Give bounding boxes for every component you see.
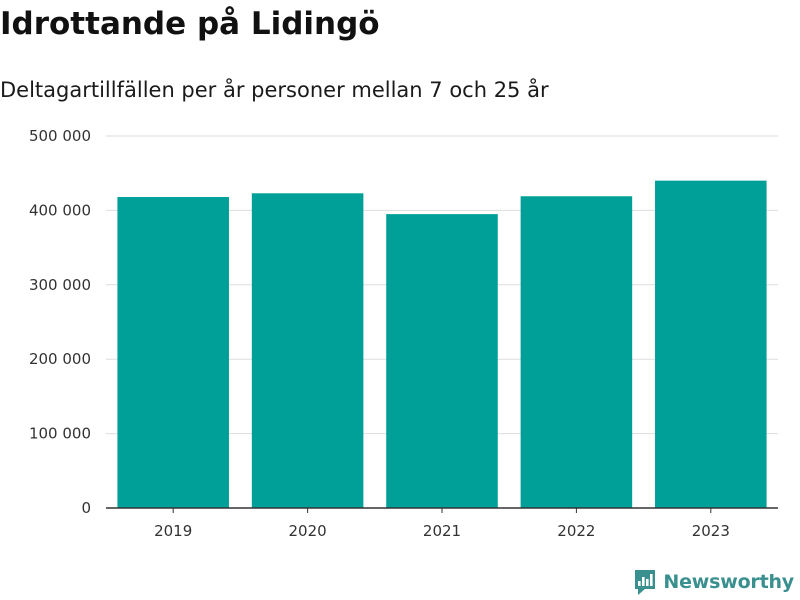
chart-subtitle: Deltagartillfällen per år personer mella… [0,78,549,102]
bar-2019 [117,197,229,508]
bar-2020 [251,193,364,508]
x-tick-label: 2019 [154,522,192,540]
x-tick-label: 2023 [692,522,730,540]
x-tick-label: 2020 [289,522,327,540]
x-axis: 2019 2020 2021 2022 2023 [154,508,730,540]
y-tick-label: 400 000 [29,201,91,219]
newsworthy-brand: Newsworthy [633,568,794,596]
y-tick-label: 500 000 [29,127,91,145]
bars [117,180,767,508]
x-tick-label: 2022 [557,522,595,540]
newsworthy-brand-name: Newsworthy [663,571,794,593]
bar-2021 [386,214,498,508]
newsworthy-logo-icon [635,570,656,595]
bar-2022 [520,196,633,508]
y-tick-label: 0 [81,499,91,517]
bar-2023 [655,180,767,508]
y-tick-label: 200 000 [29,350,91,368]
y-tick-label: 300 000 [29,276,91,294]
chart-title: Idrottande på Lidingö [0,6,380,42]
x-tick-label: 2021 [423,522,461,540]
y-axis: 0 100 000 200 000 300 000 400 000 500 000 [29,127,91,517]
y-tick-label: 100 000 [29,425,91,443]
